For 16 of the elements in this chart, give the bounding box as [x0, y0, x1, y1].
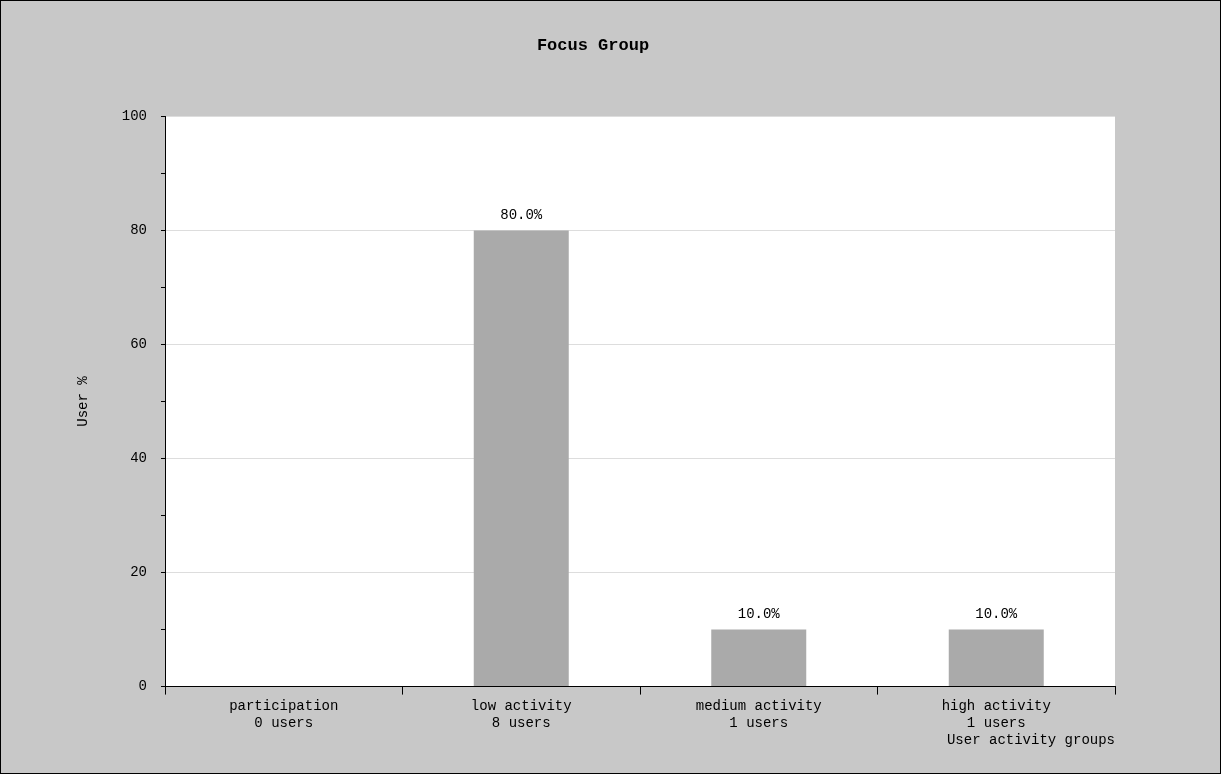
y-tick-label: 80 [130, 222, 147, 239]
y-tick-label: 100 [121, 108, 147, 125]
data-label: 10.0% [737, 606, 781, 623]
data-label: 80.0% [500, 207, 543, 224]
y-tick-label: 20 [130, 564, 147, 581]
x-tick-label: participation 0 users [229, 697, 339, 731]
x-axis-title: User activity groups [946, 732, 1115, 749]
x-tick-label: low activity 8 users [470, 697, 572, 731]
y-axis-title: User % [75, 375, 92, 427]
y-tick-label: 40 [130, 450, 147, 467]
y-tick-label: 0 [138, 678, 147, 695]
y-tick-label: 60 [130, 336, 147, 353]
data-label: 10.0% [975, 606, 1018, 623]
x-tick-label: high activity 1 users [941, 697, 1051, 731]
chart-title: Focus Group [536, 36, 650, 56]
x-tick-label: medium activity 1 users [695, 697, 822, 731]
